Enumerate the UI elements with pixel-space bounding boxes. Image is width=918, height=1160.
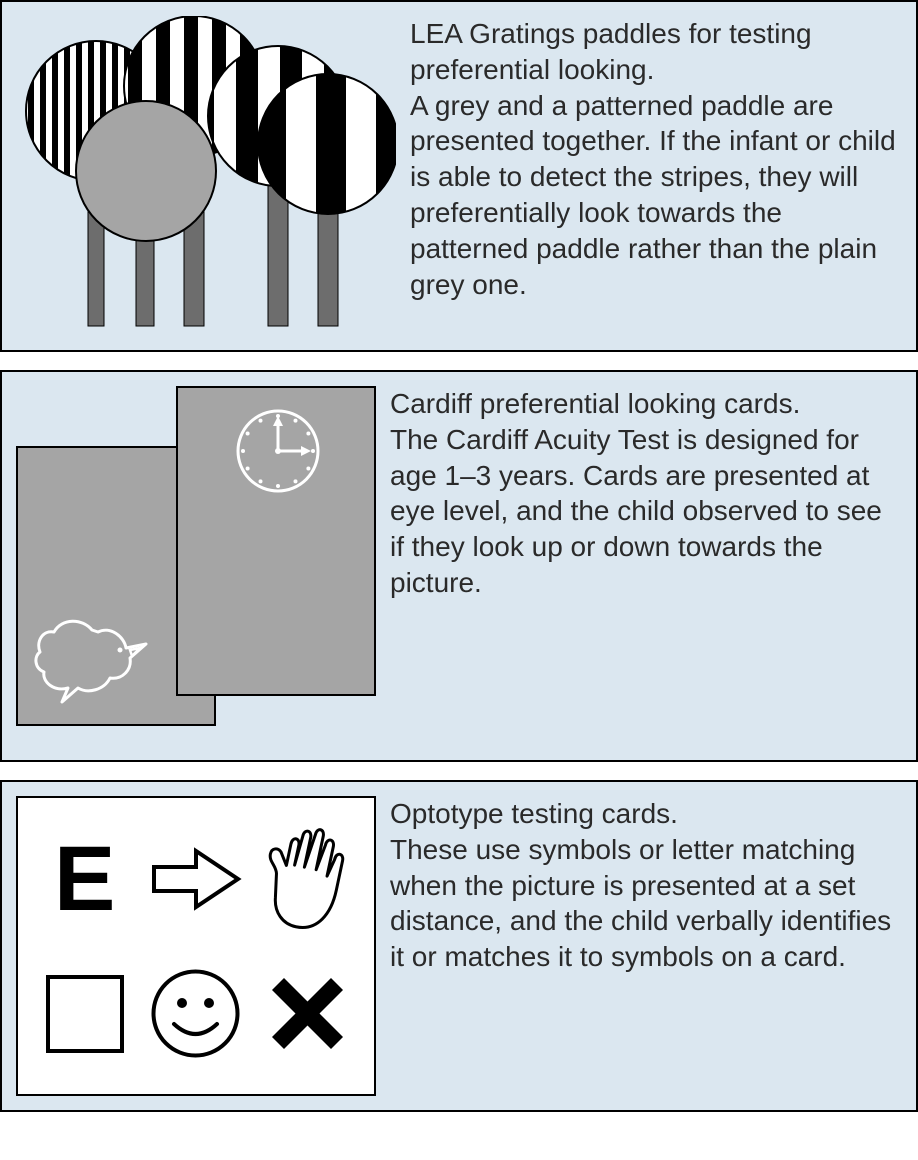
panel-optotype: E xyxy=(0,780,918,1112)
panel3-title: Optotype testing cards. xyxy=(390,796,898,832)
optotype-illustration: E xyxy=(16,796,376,1096)
symbol-hand xyxy=(255,816,360,941)
paddles-svg xyxy=(16,16,396,336)
panel2-text: Cardiff preferential looking cards. The … xyxy=(390,386,898,601)
panel3-body: These use symbols or letter matching whe… xyxy=(390,832,898,975)
cardiff-card-front xyxy=(176,386,376,696)
panel3-text: Optotype testing cards. These use symbol… xyxy=(390,796,898,975)
letter-E-icon: E xyxy=(54,833,115,925)
lea-paddles-illustration xyxy=(16,16,396,336)
panel2-body: The Cardiff Acuity Test is designed for … xyxy=(390,422,898,601)
x-bold-icon xyxy=(260,966,355,1061)
dove-icon xyxy=(32,610,152,710)
panel1-text: LEA Gratings paddles for testing prefere… xyxy=(410,16,898,303)
symbol-smiley xyxy=(143,951,248,1076)
arrow-right-icon xyxy=(146,839,246,919)
panel1-title: LEA Gratings paddles for testing prefere… xyxy=(410,16,898,88)
panel-cardiff-cards: Cardiff preferential looking cards. The … xyxy=(0,370,918,762)
optotype-card: E xyxy=(16,796,376,1096)
symbol-arrow xyxy=(143,816,248,941)
square-icon xyxy=(40,969,130,1059)
panel-lea-gratings: LEA Gratings paddles for testing prefere… xyxy=(0,0,918,352)
panel2-title: Cardiff preferential looking cards. xyxy=(390,386,898,422)
symbol-square xyxy=(32,951,137,1076)
panel1-body: A grey and a patterned paddle are presen… xyxy=(410,88,898,303)
hand-icon xyxy=(262,824,352,934)
symbol-E: E xyxy=(32,816,137,941)
cardiff-cards-illustration xyxy=(16,386,376,746)
clock-icon xyxy=(233,406,323,496)
symbol-x xyxy=(255,951,360,1076)
smiley-icon xyxy=(148,966,243,1061)
